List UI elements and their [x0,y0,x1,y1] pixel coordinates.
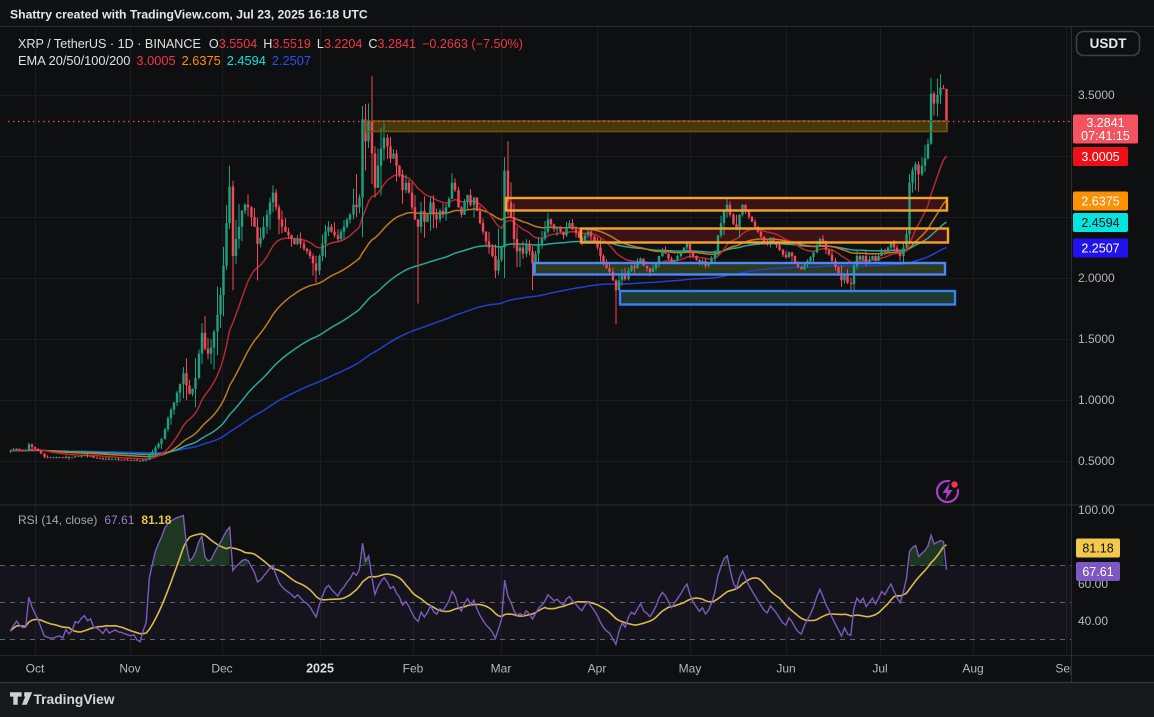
svg-text:Mar: Mar [491,662,512,676]
svg-text:Oct: Oct [26,662,45,676]
svg-text:3.2841: 3.2841 [1086,116,1124,130]
svg-text:1.0000: 1.0000 [1078,393,1115,407]
svg-text:1.5000: 1.5000 [1078,332,1115,346]
svg-text:Aug: Aug [962,662,983,676]
svg-text:81.18: 81.18 [1082,542,1113,556]
svg-text:Jul: Jul [872,662,887,676]
svg-text:40.00: 40.00 [1078,614,1108,628]
svg-text:May: May [679,662,702,676]
svg-text:2.0000: 2.0000 [1078,271,1115,285]
svg-text:Feb: Feb [403,662,424,676]
svg-text:TradingView: TradingView [34,692,115,707]
svg-text:0.5000: 0.5000 [1078,454,1115,468]
svg-text:Jun: Jun [776,662,795,676]
svg-text:2.4594: 2.4594 [1081,216,1119,230]
svg-text:Dec: Dec [211,662,232,676]
svg-text:Apr: Apr [588,662,607,676]
svg-text:Nov: Nov [119,662,140,676]
svg-text:2.2507: 2.2507 [1081,242,1119,256]
svg-text:2025: 2025 [306,662,334,676]
svg-text:67.61: 67.61 [1082,565,1113,579]
svg-text:3.0005: 3.0005 [1081,150,1119,164]
svg-text:07:41:15: 07:41:15 [1081,129,1130,143]
svg-text:3.5000: 3.5000 [1078,88,1115,102]
svg-text:Sep: Sep [1055,662,1077,676]
svg-text:USDT: USDT [1090,36,1128,51]
svg-text:100.00: 100.00 [1078,503,1115,517]
svg-text:2.6375: 2.6375 [1081,195,1119,209]
svg-text:Shattry created with TradingVi: Shattry created with TradingView.com, Ju… [10,8,368,22]
